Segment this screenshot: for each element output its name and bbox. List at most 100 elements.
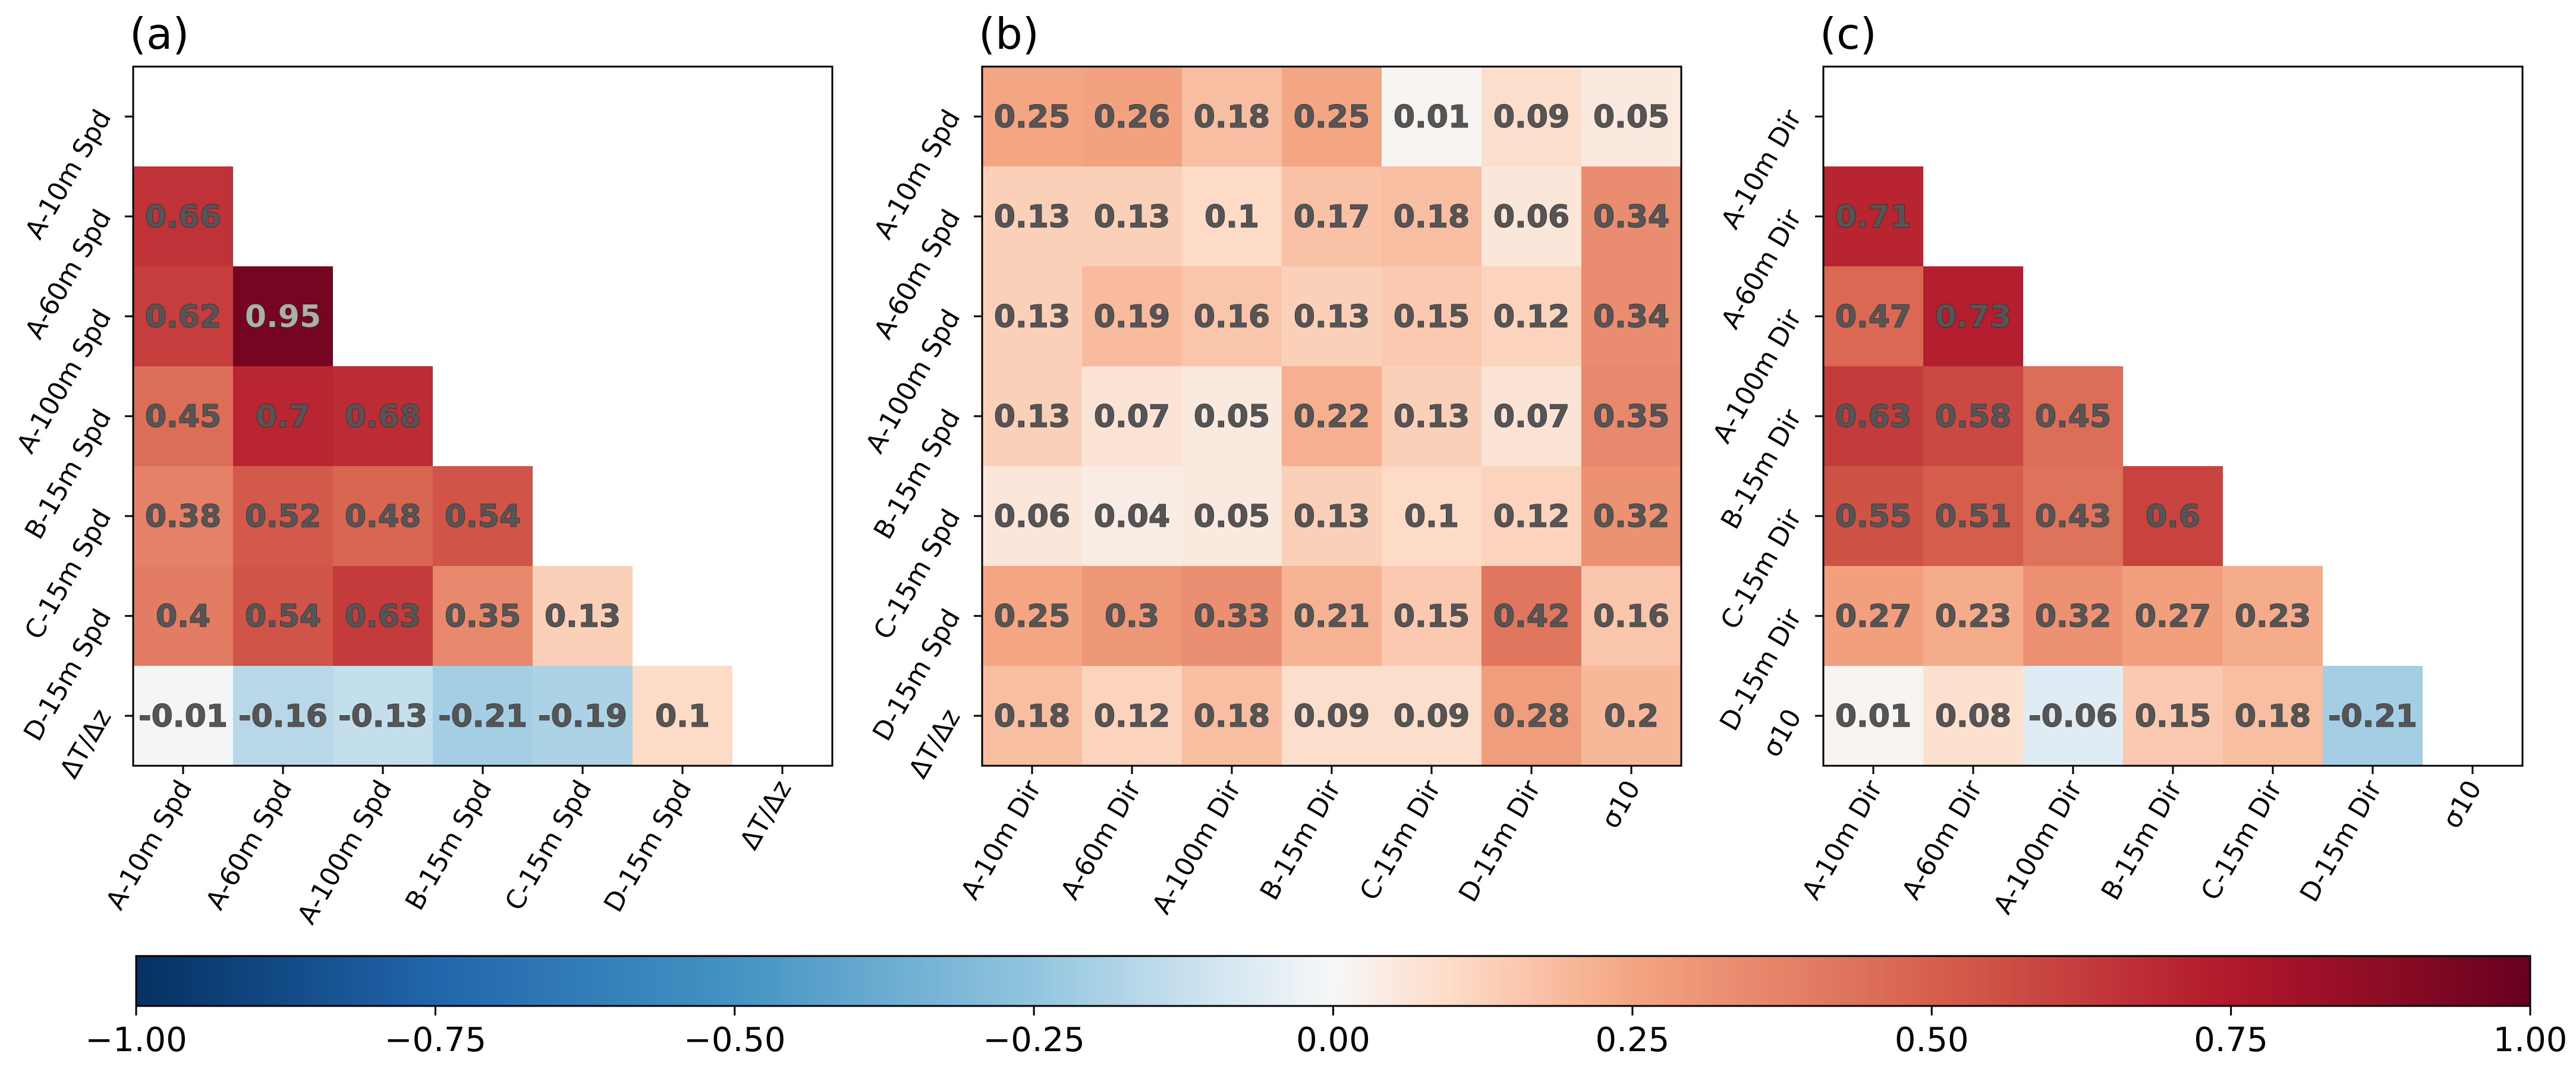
cell-value-label: 0.68 — [345, 399, 421, 435]
cell-value-label: 0.19 — [1094, 299, 1170, 335]
heatmap-cell — [1282, 666, 1382, 766]
cell-value-label: 0.13 — [545, 599, 621, 634]
cell-value-label: 0.25 — [994, 99, 1070, 135]
cell-value-label: 0.09 — [1294, 699, 1370, 734]
cell-value-label: 0.34 — [1593, 299, 1669, 335]
cell-value-label: 0.34 — [1593, 199, 1669, 235]
cell-value-label: 0.35 — [445, 599, 521, 634]
cell-value-label: 0.55 — [1835, 499, 1911, 534]
cell-value-label: 0.18 — [2235, 699, 2311, 734]
cell-value-label: 0.63 — [345, 599, 421, 634]
cell-value-label: 0.18 — [1394, 199, 1470, 235]
cell-value-label: 0.13 — [1094, 199, 1170, 235]
cell-value-label: 0.17 — [1294, 199, 1370, 235]
panel-title: (b) — [979, 9, 1039, 59]
colorbar-tick-label: −0.75 — [385, 1021, 487, 1059]
y-tick-label-t-z: ΔT/Δz — [54, 704, 118, 784]
heatmap-panel-3: 0.71 0.47 0.73 0.63 0.58 0.45 0.55 0.51 0.43 0.6 0… — [1707, 9, 2524, 919]
heatmap-cell — [1082, 266, 1182, 366]
heatmap-cell — [1581, 67, 1681, 166]
heatmap-cell — [982, 166, 1082, 266]
cell-value-label: 0.62 — [145, 299, 221, 335]
heatmap-cell — [1923, 366, 2023, 466]
cell-value-label: 0.13 — [994, 199, 1070, 235]
cell-value-label: 0.18 — [994, 699, 1070, 734]
heatmap-cell — [333, 466, 433, 566]
cell-value-label: -0.16 — [238, 699, 328, 734]
cell-value-label: 0.63 — [1835, 399, 1911, 435]
heatmap-cell — [1082, 67, 1182, 166]
heatmap-cell — [233, 566, 333, 666]
x-tick-label-a-60m-dir: A-60m Dir — [1055, 775, 1147, 905]
heatmap-cell — [1482, 266, 1581, 366]
cell-value-label: 0.05 — [1194, 399, 1270, 435]
cell-value-label: 0.4 — [156, 599, 210, 634]
colorbar-tick-label: 0.50 — [1895, 1021, 1969, 1059]
cell-value-label: 0.32 — [2035, 599, 2111, 634]
cell-value-label: -0.19 — [538, 699, 627, 734]
cell-value-label: 0.04 — [1094, 499, 1170, 534]
cell-value-label: 0.12 — [1094, 699, 1170, 734]
heatmap-cell — [133, 266, 233, 366]
cell-value-label: 0.73 — [1935, 299, 2011, 335]
heatmap-cell — [982, 366, 1082, 466]
colorbar-tick-label: −1.00 — [85, 1021, 187, 1059]
heatmap-cell — [2323, 666, 2423, 766]
cell-value-label: 0.06 — [1493, 199, 1569, 235]
heatmap-cell — [2123, 666, 2223, 766]
heatmap-cell — [433, 466, 533, 566]
heatmap-cell — [1482, 566, 1581, 666]
heatmap-cell — [1482, 666, 1581, 766]
heatmap-cell — [1482, 67, 1581, 166]
cell-value-label: 0.51 — [1935, 499, 2011, 534]
heatmap-cell — [2023, 466, 2123, 566]
cell-value-label: 0.54 — [245, 599, 321, 634]
cell-value-label: 0.08 — [1935, 699, 2011, 734]
heatmap-cell — [1282, 67, 1382, 166]
colorbar-tick-label: 0.75 — [2194, 1021, 2268, 1059]
cell-value-label: 0.43 — [2035, 499, 2111, 534]
heatmap-cell — [982, 266, 1082, 366]
cell-value-label: 0.54 — [445, 499, 521, 534]
cell-value-label: 0.13 — [1294, 299, 1370, 335]
heatmap-cell — [1923, 266, 2023, 366]
heatmap-cell — [1282, 566, 1382, 666]
heatmap-cell — [433, 566, 533, 666]
y-tick-label-t-z: ΔT/Δz — [903, 704, 967, 784]
heatmap-cell — [1482, 466, 1581, 566]
heatmap-panels: 0.66 0.62 0.95 0.45 0.7 0.68 0.38 0.52 0.48 0.54 0… — [11, 9, 2524, 929]
x-tick-label-t-z: ΔT/Δz — [734, 775, 798, 855]
heatmap-cell — [1382, 466, 1482, 566]
heatmap-cell — [1182, 466, 1282, 566]
cell-value-label: 0.38 — [145, 499, 221, 534]
cell-value-label: 0.22 — [1294, 399, 1370, 435]
heatmap-cell — [1581, 366, 1681, 466]
cell-value-label: 0.05 — [1593, 99, 1669, 135]
heatmap-cell — [1382, 166, 1482, 266]
x-tick-label-d-15m-dir: D-15m Dir — [2294, 775, 2388, 907]
heatmap-cell — [133, 166, 233, 266]
cell-value-label: 0.2 — [1604, 699, 1659, 734]
cell-value-label: 0.13 — [1294, 499, 1370, 534]
cell-value-label: 0.26 — [1094, 99, 1170, 135]
heatmap-cell — [2023, 366, 2123, 466]
heatmap-cell — [1082, 566, 1182, 666]
heatmap-cell — [1082, 366, 1182, 466]
x-tick-label-b-15m-dir: B-15m Dir — [2096, 775, 2188, 905]
heatmap-cell — [433, 666, 533, 766]
heatmap-cell — [1182, 67, 1282, 166]
cell-value-label: 0.16 — [1593, 599, 1669, 634]
heatmap-panel-1: 0.66 0.62 0.95 0.45 0.7 0.68 0.38 0.52 0.48 0.54 0… — [11, 9, 833, 929]
cell-value-label: 0.25 — [994, 599, 1070, 634]
cell-value-label: 0.35 — [1593, 399, 1669, 435]
heatmap-cell — [1382, 67, 1482, 166]
cell-value-label: 0.33 — [1194, 599, 1270, 634]
colorbar-tick-label: 0.00 — [1296, 1021, 1370, 1059]
heatmap-cell — [1182, 566, 1282, 666]
panel-title: (a) — [130, 9, 189, 59]
heatmap-cell — [133, 566, 233, 666]
heatmap-cell — [1823, 466, 1923, 566]
cell-value-label: 0.7 — [256, 399, 310, 435]
cell-value-label: 0.1 — [1204, 199, 1259, 235]
